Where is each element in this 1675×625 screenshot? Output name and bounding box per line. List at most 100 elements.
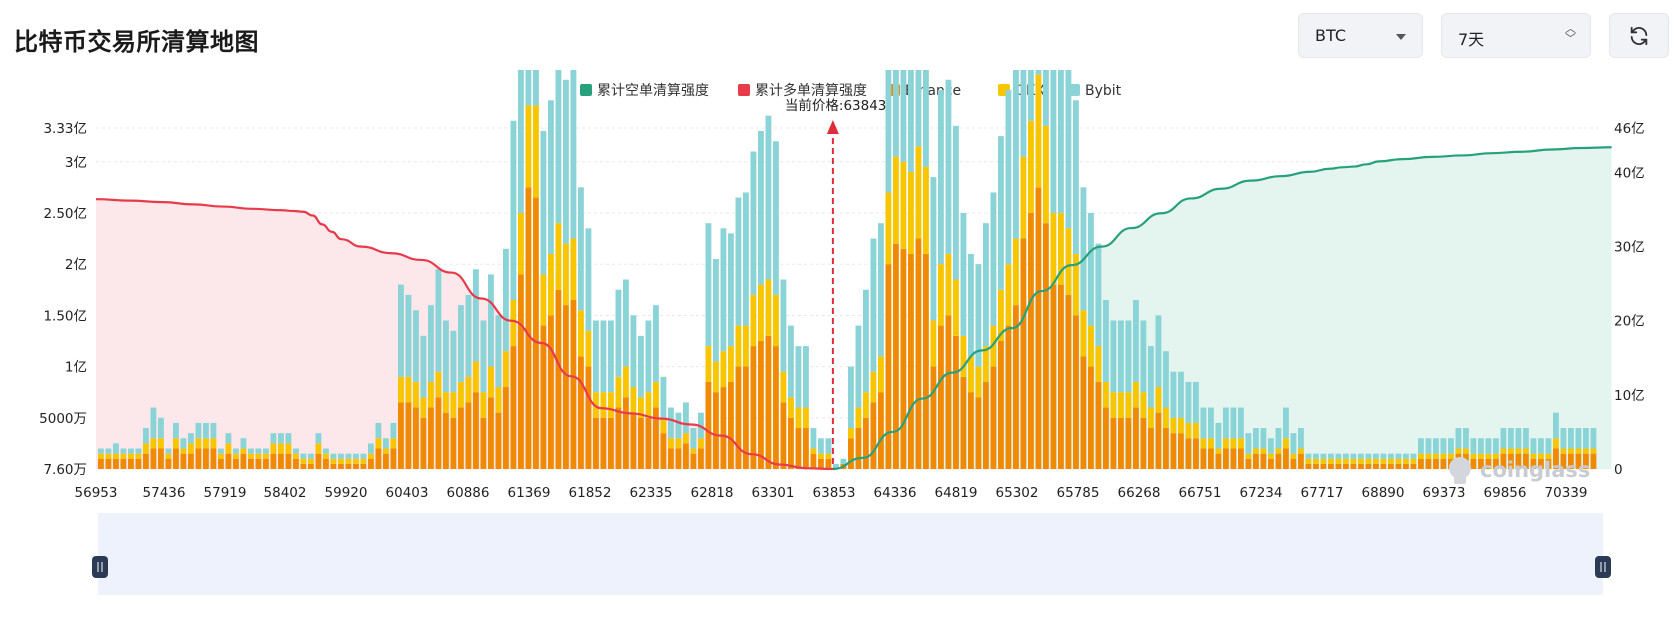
binance-bar [893, 243, 899, 469]
bybit-bar [450, 330, 457, 393]
binance-bar [1260, 453, 1267, 469]
zoom-handle-right[interactable] [1595, 556, 1611, 578]
okx-bar [308, 458, 314, 464]
okx-bar [368, 453, 374, 459]
bybit-bar [1373, 453, 1379, 459]
bybit-bar [1245, 433, 1252, 454]
x-tick-label: 63853 [813, 485, 856, 501]
okx-bar [338, 458, 344, 464]
bybit-bar [1095, 243, 1102, 347]
binance-bar [1065, 294, 1072, 469]
binance-bar [660, 433, 667, 469]
bybit-bar [1005, 90, 1012, 265]
okx-bar [1395, 458, 1402, 464]
short-cumulative-area [832, 147, 1612, 469]
okx-bar [803, 407, 809, 429]
okx-bar [1118, 392, 1124, 418]
binance-bar [668, 448, 674, 469]
okx-bar [1065, 228, 1072, 295]
okx-bar [1253, 448, 1259, 454]
range-select[interactable]: 7天 ︿ ﹀ [1441, 13, 1591, 58]
bybit-bar [113, 443, 119, 454]
binance-bar [1515, 453, 1522, 469]
binance-bar [345, 463, 352, 469]
binance-bar [795, 428, 802, 469]
okx-bar [570, 238, 577, 300]
bybit-bar [1103, 300, 1109, 382]
okx-bar [863, 392, 869, 418]
binance-bar [1028, 212, 1034, 469]
bybit-bar [1268, 438, 1274, 454]
x-tick-label: 57436 [143, 485, 186, 501]
okx-bar [1335, 458, 1342, 464]
bybit-bar [773, 141, 779, 295]
binance-bar [1365, 463, 1372, 469]
binance-bar [270, 453, 277, 469]
bybit-bar [1388, 453, 1394, 459]
y-left-tick-label: 2亿 [65, 257, 87, 273]
bybit-bar [1485, 438, 1492, 454]
okx-bar [1463, 448, 1469, 454]
bybit-bar [728, 233, 734, 347]
okx-bar [960, 335, 967, 377]
liquidation-chart: 累计空单清算强度累计多单清算强度BinanceOKXBybit 当前价格:638… [39, 70, 1645, 595]
okx-bar [240, 448, 247, 454]
binance-bar [1013, 305, 1019, 469]
binance-bar [1245, 458, 1252, 469]
binance-bar [330, 463, 337, 469]
bybit-bar [218, 448, 224, 454]
bybit-bar [1028, 70, 1034, 121]
binance-bar [863, 417, 869, 469]
okx-bar [1410, 458, 1417, 464]
binance-bar [120, 458, 127, 469]
okx-bar [975, 366, 982, 398]
binance-bar [825, 458, 832, 469]
refresh-button[interactable] [1609, 13, 1669, 58]
okx-bar [1350, 458, 1357, 464]
bybit-bar [1530, 438, 1537, 454]
okx-bar [1208, 438, 1214, 449]
okx-bar [1080, 310, 1087, 357]
bybit-bar [720, 228, 727, 352]
okx-bar [1275, 448, 1282, 454]
bybit-bar [135, 448, 142, 454]
long-cumulative-line [95, 198, 833, 471]
binance-bar [1005, 325, 1012, 469]
binance-bar [870, 402, 877, 469]
zoom-slider[interactable] [92, 513, 1611, 595]
binance-bar [803, 428, 809, 469]
bybit-bar [1568, 428, 1574, 449]
coin-select[interactable]: BTC [1298, 13, 1423, 58]
okx-bar [1133, 381, 1139, 408]
bybit-bar [1523, 428, 1529, 449]
zoom-handle-left[interactable] [92, 556, 108, 578]
binance-bar [1343, 463, 1349, 469]
bybit-bar [368, 443, 374, 454]
okx-bar [353, 458, 359, 464]
binance-bar [383, 453, 389, 469]
bybit-bar [1283, 407, 1289, 439]
binance-bar [1410, 463, 1417, 469]
bybit-bar [870, 238, 877, 372]
binance-bar [360, 463, 367, 469]
binance-bar [293, 458, 299, 469]
bybit-bar [465, 294, 472, 377]
x-tick-label: 64819 [935, 485, 978, 501]
binance-bar [248, 458, 254, 469]
bybit-bar [1515, 428, 1522, 449]
bybit-bar [953, 125, 959, 280]
bybit-bar [698, 412, 704, 439]
binance-bar [315, 453, 322, 469]
okx-bar [593, 392, 599, 418]
x-tick-label: 56953 [75, 485, 118, 501]
binance-bar [1560, 453, 1567, 469]
okx-bar [1260, 448, 1267, 454]
okx-bar [315, 443, 322, 454]
okx-bar [413, 381, 419, 408]
okx-bar [983, 346, 989, 382]
bybit-bar [1493, 438, 1499, 454]
okx-bar [968, 356, 974, 393]
bybit-bar [795, 346, 802, 408]
okx-bar [285, 443, 292, 454]
okx-bar [443, 392, 449, 413]
